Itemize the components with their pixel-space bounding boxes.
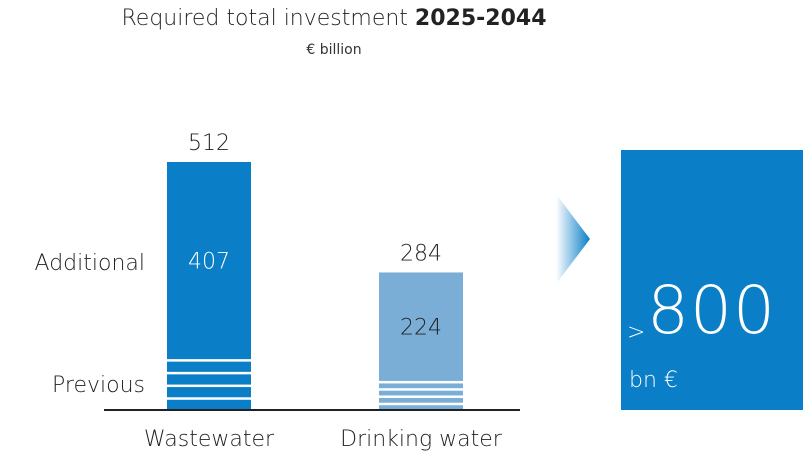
category-label-wastewater: Wastewater bbox=[144, 427, 275, 451]
chart-title-period: 2025-2044 bbox=[414, 6, 547, 31]
bar-stripe-wastewater bbox=[167, 371, 251, 375]
total-prefix: > bbox=[627, 320, 646, 345]
chart-title-prefix: Required total investment bbox=[121, 6, 415, 31]
bar-stripe-drinking-water bbox=[379, 380, 463, 384]
chart-subtitle: € billion bbox=[306, 42, 362, 58]
bar-stripe-wastewater bbox=[167, 359, 251, 362]
total-label-drinking-water: 284 bbox=[400, 241, 442, 266]
total-unit: bn € bbox=[629, 368, 678, 393]
bar-stripe-drinking-water bbox=[379, 388, 463, 391]
additional-label-drinking-water: 224 bbox=[400, 316, 442, 341]
bar-wastewater bbox=[167, 162, 251, 410]
row-label-previous: Previous bbox=[52, 373, 145, 398]
row-label-additional: Additional bbox=[35, 251, 145, 276]
total-investment-box: > 800 bn € bbox=[621, 150, 803, 410]
additional-label-wastewater: 407 bbox=[188, 250, 230, 275]
bar-drinking-water bbox=[379, 272, 463, 410]
bar-stripe-drinking-water bbox=[379, 402, 463, 406]
total-label-wastewater: 512 bbox=[188, 131, 230, 156]
bar-stripe-wastewater bbox=[167, 384, 251, 388]
category-label-drinking-water: Drinking water bbox=[340, 427, 503, 451]
arrow-right-icon bbox=[556, 194, 590, 284]
total-value: 800 bbox=[647, 272, 776, 349]
chart-title: Required total investment 2025-2044 bbox=[0, 6, 668, 31]
bar-stripe-wastewater bbox=[167, 397, 251, 400]
bar-stripe-drinking-water bbox=[379, 395, 463, 398]
